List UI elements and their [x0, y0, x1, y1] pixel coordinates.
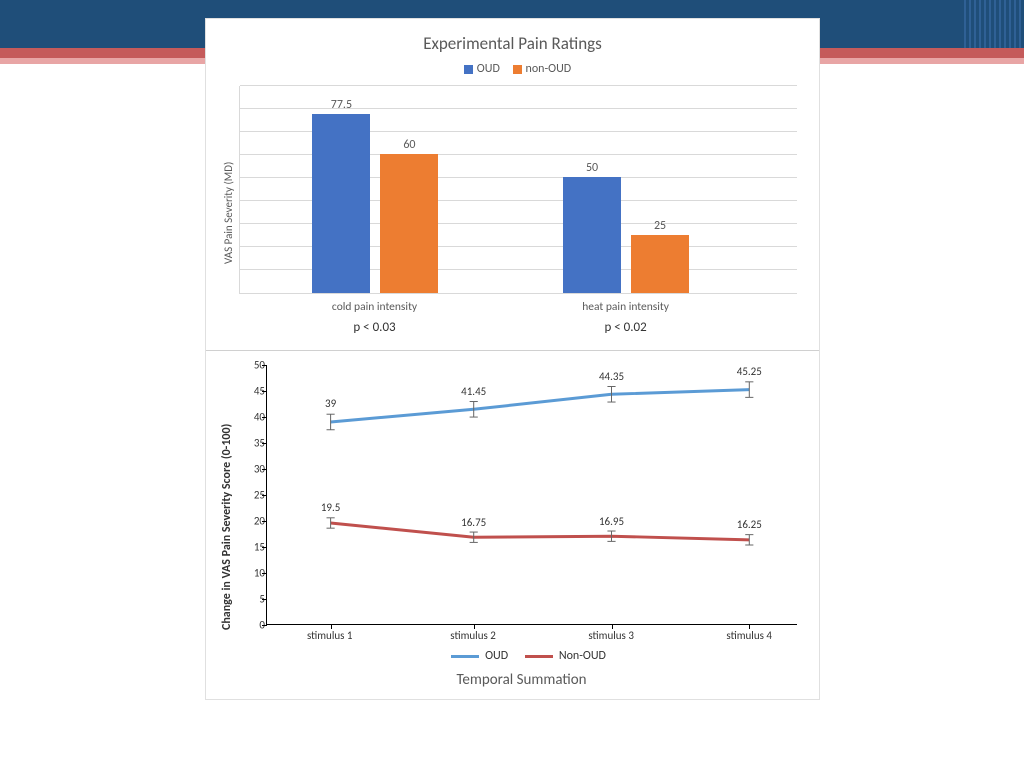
point-label: 16.95 — [599, 515, 624, 528]
ytick-mark — [262, 469, 267, 470]
category-name: heat pain intensity — [536, 300, 716, 314]
gridline — [240, 85, 797, 86]
line-chart-plot-area: 05101520253035404550 3941.4544.3545.2519… — [266, 365, 797, 625]
series-line — [331, 523, 750, 540]
line-chart-svg — [267, 365, 797, 624]
bar: 25 — [631, 235, 689, 293]
point-label: 16.75 — [461, 516, 486, 529]
point-label: 44.35 — [599, 370, 624, 383]
legend-line-non-oud — [525, 655, 553, 658]
bar-category-label: heat pain intensity p < 0.02 — [536, 300, 716, 335]
header-stripe-decoration — [964, 0, 1024, 48]
bar-chart-ylabel: VAS Pain Severity (MD) — [218, 86, 239, 340]
legend-label-non-oud: non-OUD — [526, 62, 572, 76]
legend-swatch-oud — [464, 65, 473, 74]
legend-label-line-oud: OUD — [485, 649, 508, 663]
bar-chart-panel: Experimental Pain Ratings OUD non-OUD VA… — [206, 19, 819, 351]
bar-chart-title: Experimental Pain Ratings — [218, 33, 807, 54]
ytick-mark — [262, 547, 267, 548]
ytick-mark — [262, 417, 267, 418]
slide-container: Experimental Pain Ratings OUD non-OUD VA… — [205, 18, 820, 700]
bar-group: 77.560 — [312, 114, 438, 293]
bar-chart-legend: OUD non-OUD — [218, 62, 807, 76]
xtick-label: stimulus 1 — [307, 629, 353, 642]
line-chart-legend: OUD Non-OUD — [236, 649, 807, 663]
ytick-mark — [262, 365, 267, 366]
bar: 60 — [380, 154, 438, 293]
line-chart-title: Temporal Summation — [236, 671, 807, 689]
line-chart-xlabels: stimulus 1 stimulus 2 stimulus 3 stimulus 4 — [266, 625, 797, 643]
bar-value-label: 50 — [563, 161, 621, 175]
ytick-mark — [262, 599, 267, 600]
bar-category-label: cold pain intensity p < 0.03 — [285, 300, 465, 335]
point-label: 39 — [325, 397, 336, 410]
bar-value-label: 77.5 — [312, 98, 370, 112]
bar-chart-plot-area: 77.5605025 — [239, 86, 797, 294]
ytick-mark — [262, 495, 267, 496]
ytick-mark — [262, 391, 267, 392]
line-chart-ylabel: Change in VAS Pain Severity Score (0-100… — [218, 365, 236, 689]
series-line — [331, 390, 750, 422]
xtick-label: stimulus 4 — [726, 629, 772, 642]
xtick-label: stimulus 3 — [588, 629, 634, 642]
legend-line-oud — [451, 655, 479, 658]
point-label: 16.25 — [737, 518, 762, 531]
ytick-mark — [262, 443, 267, 444]
bar: 50 — [563, 177, 621, 293]
category-pvalue: p < 0.03 — [285, 320, 465, 335]
bar-value-label: 25 — [631, 219, 689, 233]
line-chart-panel: Change in VAS Pain Severity Score (0-100… — [206, 351, 819, 699]
ytick-mark — [262, 573, 267, 574]
ytick-mark — [262, 521, 267, 522]
category-name: cold pain intensity — [285, 300, 465, 314]
legend-label-line-non-oud: Non-OUD — [559, 649, 606, 663]
bar-value-label: 60 — [380, 138, 438, 152]
xtick-label: stimulus 2 — [450, 629, 496, 642]
point-label: 19.5 — [321, 501, 341, 514]
bar-group: 5025 — [563, 177, 689, 293]
category-pvalue: p < 0.02 — [536, 320, 716, 335]
bar-chart-xlabels: cold pain intensity p < 0.03 heat pain int… — [239, 300, 797, 340]
legend-label-oud: OUD — [477, 62, 500, 76]
point-label: 41.45 — [461, 385, 486, 398]
legend-swatch-non-oud — [513, 65, 522, 74]
bar: 77.5 — [312, 114, 370, 293]
point-label: 45.25 — [737, 365, 762, 378]
